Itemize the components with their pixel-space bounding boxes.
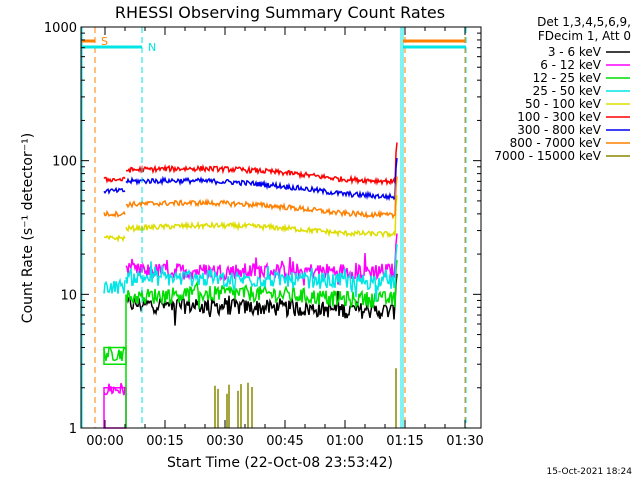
legend-entry-label: 800 - 7000 keV — [510, 136, 602, 150]
series-800-7000keV — [103, 176, 398, 220]
series-layer — [103, 142, 398, 429]
x-tick-label: 00:45 — [266, 434, 303, 449]
legend-entry-label: 6 - 12 keV — [540, 58, 602, 72]
y-tick-label: 10 — [60, 288, 77, 303]
series-line — [125, 195, 398, 239]
series-line — [125, 233, 398, 286]
y-axis-label: Count Rate (s⁻¹ detector⁻¹) — [20, 133, 36, 323]
plot-frame — [80, 26, 482, 429]
series-line — [125, 260, 398, 310]
series-line — [125, 158, 398, 202]
legend-entry-label: 50 - 100 keV — [525, 97, 602, 111]
legend-entry-label: 7000 - 15000 keV — [494, 149, 601, 163]
x-tick-label: 00:15 — [146, 434, 183, 449]
series-line — [125, 142, 398, 187]
legend-entry-label: 300 - 800 keV — [517, 123, 601, 137]
x-tick-label: 00:30 — [206, 434, 243, 449]
series-line-pre — [103, 176, 126, 184]
night-marker-label: N — [148, 41, 156, 54]
x-tick-label: 00:00 — [86, 434, 123, 449]
series-50-100keV — [103, 195, 398, 243]
footer-timestamp: 15-Oct-2021 18:24 — [547, 467, 633, 477]
legend-entry-label: 100 - 300 keV — [517, 110, 601, 124]
series-line — [125, 244, 398, 302]
chart-title: RHESSI Observing Summary Count Rates — [115, 3, 445, 22]
series-100-300keV — [103, 142, 398, 187]
series-line-pre — [103, 209, 126, 218]
x-axis-label: Start Time (22-Oct-08 23:53:42) — [167, 455, 393, 471]
series-line-pre — [103, 345, 126, 362]
series-25-50keV — [103, 244, 398, 302]
series-7000-15000keV — [214, 368, 397, 428]
legend-entry-label: 12 - 25 keV — [533, 71, 602, 85]
legend-header-line: FDecim 1, Att 0 — [538, 29, 631, 43]
legend: Det 1,3,4,5,6,9,FDecim 1, Att 0 3 - 6 keV… — [494, 15, 631, 163]
saa-marker-label: S — [101, 35, 108, 48]
series-line — [126, 176, 398, 220]
legend-entry-label: 3 - 6 keV — [548, 45, 602, 59]
series-line-pre — [103, 277, 126, 294]
x-tick-label: 01:30 — [446, 434, 483, 449]
legend-entry-label: 25 - 50 keV — [533, 84, 602, 98]
series-12-25keV — [103, 260, 398, 362]
y-axis: 1 10 100 1000 — [44, 21, 481, 437]
series-line-pre — [103, 186, 126, 195]
y-tick-label: 1000 — [44, 21, 77, 36]
x-tick-label: 01:00 — [326, 434, 363, 449]
legend-header-line: Det 1,3,4,5,6,9, — [537, 15, 631, 29]
x-axis: 00:00 00:15 00:30 00:45 01:00 01:15 01:30 — [86, 27, 484, 449]
series-300-800keV — [103, 158, 398, 202]
y-tick-label: 100 — [52, 155, 77, 170]
x-tick-label: 01:15 — [386, 434, 423, 449]
y-tick-label: 1 — [69, 422, 77, 437]
series-line-pre — [103, 234, 126, 243]
